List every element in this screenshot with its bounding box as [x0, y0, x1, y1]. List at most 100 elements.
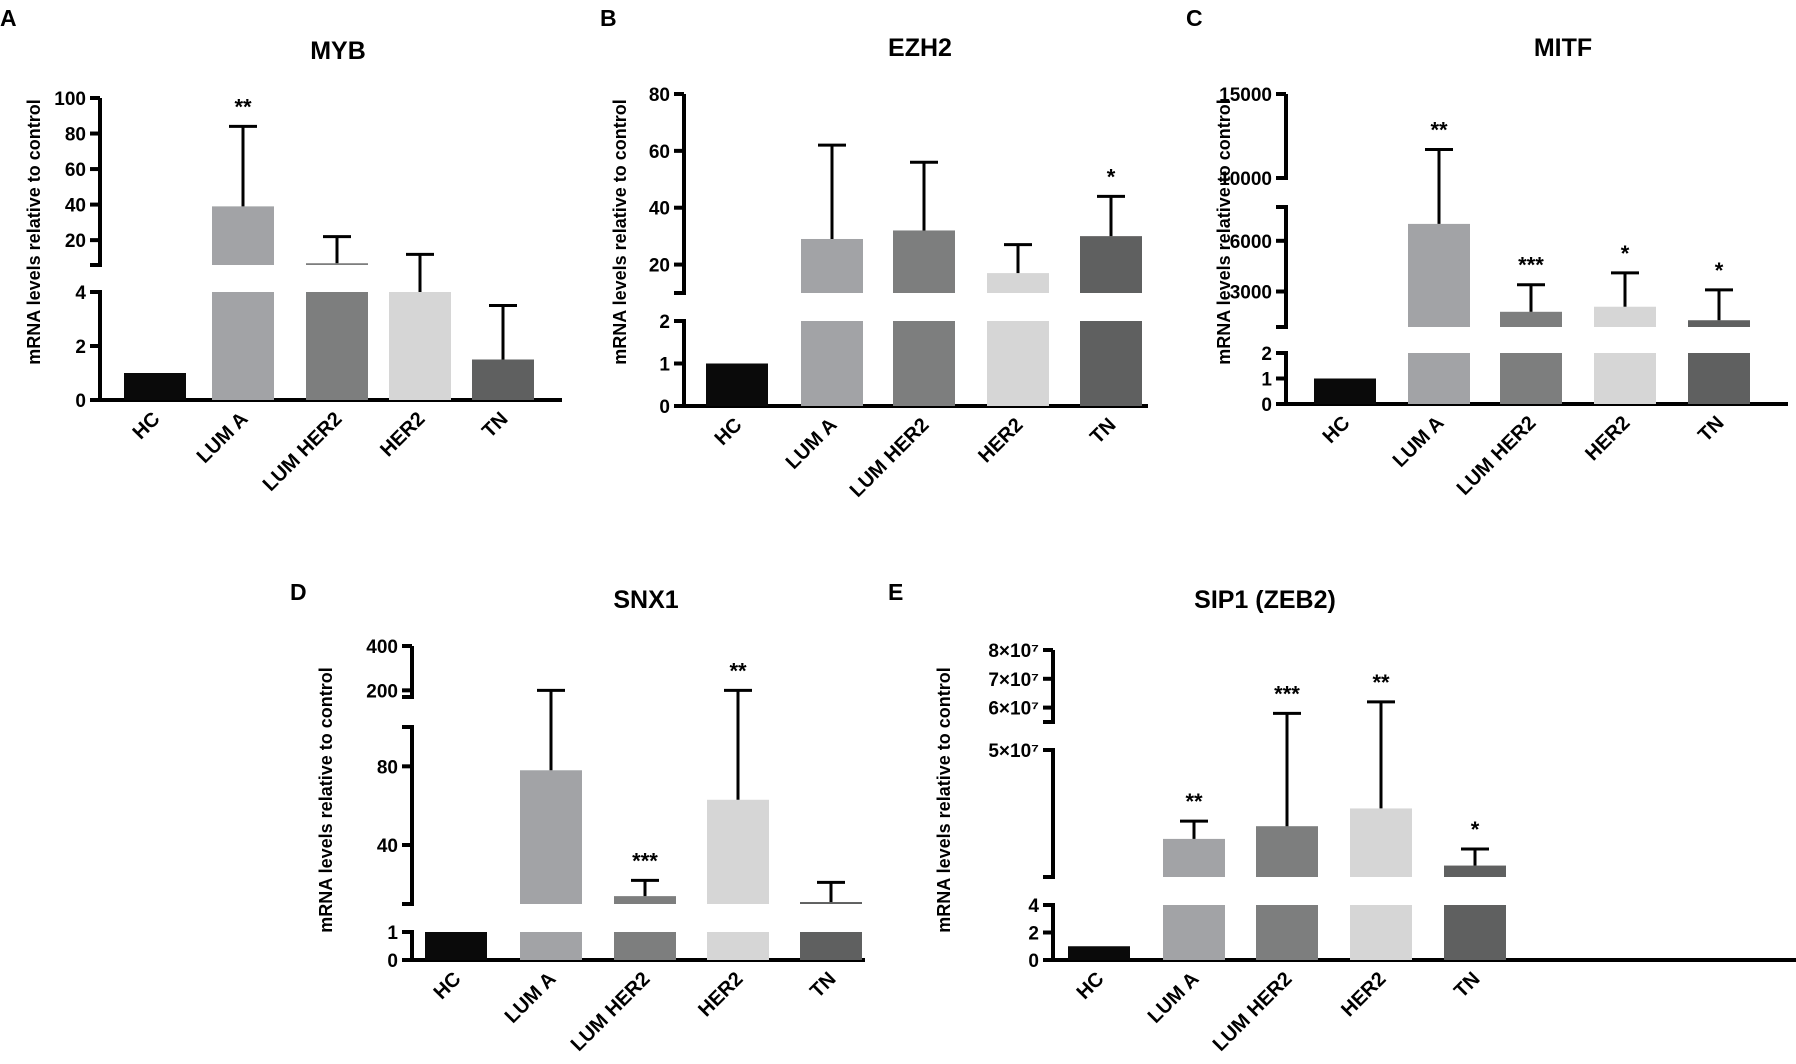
bar-d-2-seg1 — [614, 896, 676, 904]
bar-e-4-seg1 — [1444, 865, 1506, 877]
bar-b-2-seg1 — [893, 230, 955, 293]
significance-c-1: ** — [1430, 117, 1448, 142]
y-axis-label-e: mRNA levels relative to control — [934, 667, 954, 932]
bar-c-4-seg0 — [1688, 353, 1750, 404]
panel-b: B EZH2 mRNA levels relative to control — [600, 5, 952, 365]
chart-title-b: EZH2 — [888, 34, 952, 62]
bar-a-2-seg0 — [306, 292, 368, 400]
panel-e: E SIP1 (ZEB2) mRNA levels relative to co… — [888, 579, 1336, 933]
y-tick-label-c: 15000 — [1219, 85, 1272, 106]
y-tick-label-d: 80 — [377, 757, 398, 778]
panel-c: C MITF mRNA levels relative to control — [1186, 5, 1592, 365]
bar-b-3-seg0 — [987, 321, 1049, 406]
significance-c-4: * — [1715, 258, 1724, 283]
bar-e-2-seg1 — [1256, 826, 1318, 877]
y-tick-label-a: 40 — [65, 196, 86, 217]
y-tick-label-b: 80 — [649, 85, 670, 106]
bar-d-4-seg1 — [800, 902, 862, 904]
y-tick-label-e: 5×10⁷ — [988, 741, 1039, 762]
bar-d-0-seg0 — [425, 932, 487, 960]
bar-a-1-seg0 — [212, 292, 274, 400]
bar-c-0-seg0 — [1314, 378, 1376, 404]
bar-d-4-seg0 — [800, 932, 862, 960]
bar-c-4-seg1 — [1688, 320, 1750, 327]
significance-d-2: *** — [632, 848, 658, 873]
significance-d-3: ** — [729, 658, 747, 683]
y-tick-label-c: 6000 — [1230, 232, 1272, 253]
y-tick-label-c: 3000 — [1230, 283, 1272, 304]
significance-e-2: *** — [1274, 681, 1300, 706]
panel-a: A MYB mRNA levels relative to control — [0, 5, 366, 365]
y-tick-label-b: 2 — [659, 312, 670, 333]
y-axis-label-c: mRNA levels relative to control — [1214, 99, 1234, 364]
bar-b-1-seg1 — [801, 238, 863, 293]
y-tick-label-e: 4 — [1028, 896, 1039, 917]
y-tick-label-a: 100 — [54, 89, 86, 110]
bar-b-4-seg0 — [1080, 321, 1142, 406]
bar-a-4-seg0 — [472, 359, 534, 400]
y-tick-label-c: 10000 — [1219, 169, 1272, 190]
bar-a-3-seg0 — [389, 292, 451, 400]
y-axis-label-a: mRNA levels relative to control — [24, 99, 44, 364]
bar-c-2-seg0 — [1500, 353, 1562, 404]
bar-a-2-seg1 — [306, 263, 368, 265]
y-axis-label-d: mRNA levels relative to control — [316, 667, 336, 932]
bar-b-4-seg1 — [1080, 236, 1142, 293]
y-tick-label-e: 8×10⁷ — [988, 641, 1039, 662]
bar-b-0-seg0 — [706, 363, 768, 406]
y-tick-label-a: 80 — [65, 125, 86, 146]
bar-e-1-seg0 — [1163, 905, 1225, 960]
bar-a-1-seg1 — [212, 206, 274, 265]
bar-e-0-seg0 — [1068, 946, 1130, 960]
y-tick-label-c: 1 — [1261, 370, 1272, 391]
bar-e-1-seg1 — [1163, 838, 1225, 877]
panel-letter-e: E — [888, 579, 903, 605]
y-tick-label-d: 0 — [387, 951, 398, 972]
bar-e-3-seg1 — [1350, 808, 1412, 877]
bar-c-3-seg0 — [1594, 353, 1656, 404]
y-tick-label-d: 40 — [377, 836, 398, 857]
bar-e-3-seg0 — [1350, 905, 1412, 960]
y-tick-label-d: 400 — [366, 637, 398, 658]
significance-e-1: ** — [1185, 789, 1203, 814]
panel-letter-c: C — [1186, 5, 1203, 31]
panel-letter-a: A — [0, 5, 17, 31]
y-tick-label-a: 0 — [75, 391, 86, 412]
y-tick-label-c: 0 — [1261, 395, 1272, 416]
y-tick-label-d: 1 — [387, 923, 398, 944]
y-tick-label-b: 1 — [659, 355, 670, 376]
y-tick-label-e: 6×10⁷ — [988, 699, 1039, 720]
y-tick-label-a: 4 — [75, 283, 86, 304]
y-tick-label-b: 20 — [649, 256, 670, 277]
panel-letter-d: D — [290, 579, 307, 605]
bar-d-3-seg0 — [707, 932, 769, 960]
panel-letter-b: B — [600, 5, 617, 31]
y-tick-label-a: 60 — [65, 160, 86, 181]
significance-b-4: * — [1107, 164, 1116, 189]
y-tick-label-e: 7×10⁷ — [988, 670, 1039, 691]
significance-e-3: ** — [1372, 670, 1390, 695]
y-tick-label-a: 20 — [65, 231, 86, 252]
bar-e-4-seg0 — [1444, 905, 1506, 960]
significance-a-1: ** — [234, 94, 252, 119]
y-tick-label-e: 2 — [1028, 924, 1039, 945]
y-tick-label-b: 0 — [659, 397, 670, 418]
bar-c-1-seg0 — [1408, 353, 1470, 404]
bar-d-1-seg0 — [520, 932, 582, 960]
bar-c-1-seg1 — [1408, 223, 1470, 327]
chart-title-a: MYB — [310, 37, 366, 65]
chart-title-e: SIP1 (ZEB2) — [1194, 586, 1336, 614]
panel-d: D SNX1 mRNA levels relative to control — [290, 579, 679, 933]
y-tick-label-a: 2 — [75, 337, 86, 358]
bar-b-3-seg1 — [987, 273, 1049, 293]
bar-c-3-seg1 — [1594, 306, 1656, 327]
bar-d-2-seg0 — [614, 932, 676, 960]
bar-b-2-seg0 — [893, 321, 955, 406]
y-axis-label-b: mRNA levels relative to control — [610, 99, 630, 364]
bar-c-2-seg1 — [1500, 311, 1562, 327]
chart-title-d: SNX1 — [613, 586, 678, 614]
y-tick-label-c: 2 — [1261, 344, 1272, 365]
bar-d-3-seg1 — [707, 799, 769, 904]
chart-title-c: MITF — [1534, 34, 1592, 62]
